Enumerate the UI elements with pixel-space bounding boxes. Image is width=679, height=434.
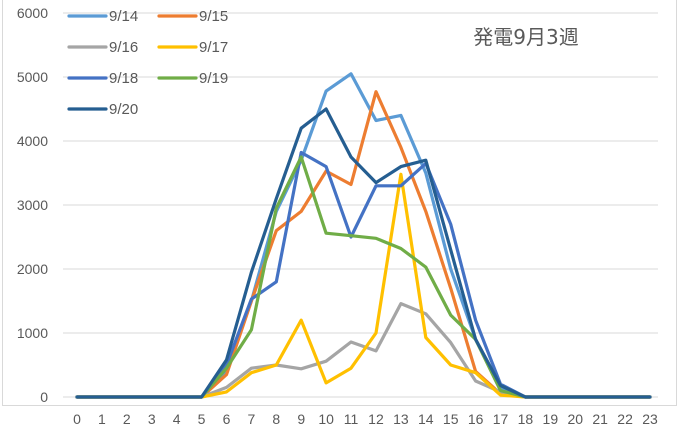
x-tick-label: 15	[443, 411, 459, 427]
legend-item-9-20: 9/20	[67, 101, 138, 118]
x-tick-label: 8	[272, 411, 280, 427]
gridlines	[63, 12, 658, 398]
legend-item-9-19: 9/19	[157, 70, 228, 87]
legend-item-9-15: 9/15	[157, 8, 228, 25]
chart-title: 発電9月3週	[473, 25, 578, 49]
legend-item-9-17: 9/17	[157, 39, 228, 56]
x-tick-label: 7	[247, 411, 255, 427]
x-tick-label: 0	[73, 411, 81, 427]
y-tick-label: 6000	[17, 5, 48, 21]
y-tick-label: 2000	[17, 261, 48, 277]
x-tick-label: 3	[148, 411, 156, 427]
series-lines	[75, 72, 652, 399]
y-tick-label: 0	[40, 389, 48, 405]
y-tick-label: 3000	[17, 197, 48, 213]
legend-item-9-18: 9/18	[67, 70, 138, 87]
series-line-9-17	[75, 172, 652, 399]
x-tick-label: 1	[98, 411, 106, 427]
y-tick-label: 5000	[17, 69, 48, 85]
legend-label: 9/15	[199, 8, 228, 25]
legend: 9/14 9/15 9/16 9/17 9/18 9/19 9/20	[67, 8, 228, 118]
x-tick-label: 12	[368, 411, 384, 427]
y-axis-tick-labels: 0 1000 2000 3000 4000 5000 6000	[17, 5, 48, 405]
x-tick-label: 6	[223, 411, 231, 427]
x-tick-label: 23	[642, 411, 658, 427]
legend-item-9-14: 9/14	[67, 8, 138, 25]
x-tick-label: 20	[567, 411, 583, 427]
legend-label: 9/18	[109, 70, 138, 87]
x-tick-label: 16	[468, 411, 484, 427]
x-tick-label: 5	[198, 411, 206, 427]
x-tick-label: 10	[318, 411, 334, 427]
chart-frame	[2, 0, 677, 406]
legend-item-9-16: 9/16	[67, 39, 138, 56]
legend-label: 9/19	[199, 70, 228, 87]
series-line-9-20	[75, 107, 652, 399]
y-tick-label: 4000	[17, 133, 48, 149]
x-tick-label: 13	[393, 411, 409, 427]
x-tick-label: 4	[173, 411, 181, 427]
x-tick-label: 2	[123, 411, 131, 427]
x-axis-tick-labels: 0 1 2 3 4 5 6 7 8 9 10 11 12 13 14 15 16 17 18 19 20 21 22 23	[73, 411, 658, 427]
legend-label: 9/16	[109, 39, 138, 56]
x-tick-label: 11	[344, 411, 359, 427]
x-tick-label: 17	[493, 411, 509, 427]
series-line-9-19	[75, 155, 652, 399]
x-tick-label: 22	[617, 411, 633, 427]
legend-label: 9/17	[199, 39, 228, 56]
legend-label: 9/20	[109, 101, 138, 118]
x-tick-label: 21	[592, 411, 608, 427]
x-tick-label: 18	[518, 411, 534, 427]
y-tick-label: 1000	[17, 325, 48, 341]
x-tick-label: 14	[418, 411, 434, 427]
series-line-9-18	[75, 150, 652, 399]
x-tick-label: 9	[297, 411, 305, 427]
legend-label: 9/14	[109, 8, 138, 25]
x-tick-label: 19	[543, 411, 559, 427]
